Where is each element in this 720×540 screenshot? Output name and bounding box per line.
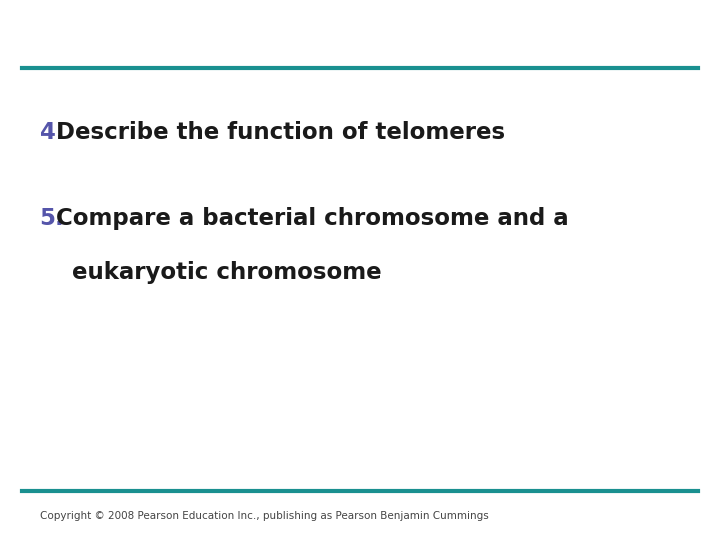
Text: Describe the function of telomeres: Describe the function of telomeres	[40, 121, 505, 144]
Text: 5.: 5.	[40, 207, 64, 230]
Text: 4.: 4.	[40, 121, 64, 144]
Text: Compare a bacterial chromosome and a: Compare a bacterial chromosome and a	[40, 207, 568, 230]
Text: Copyright © 2008 Pearson Education Inc., publishing as Pearson Benjamin Cummings: Copyright © 2008 Pearson Education Inc.,…	[40, 511, 488, 521]
Text: eukaryotic chromosome: eukaryotic chromosome	[40, 261, 381, 284]
